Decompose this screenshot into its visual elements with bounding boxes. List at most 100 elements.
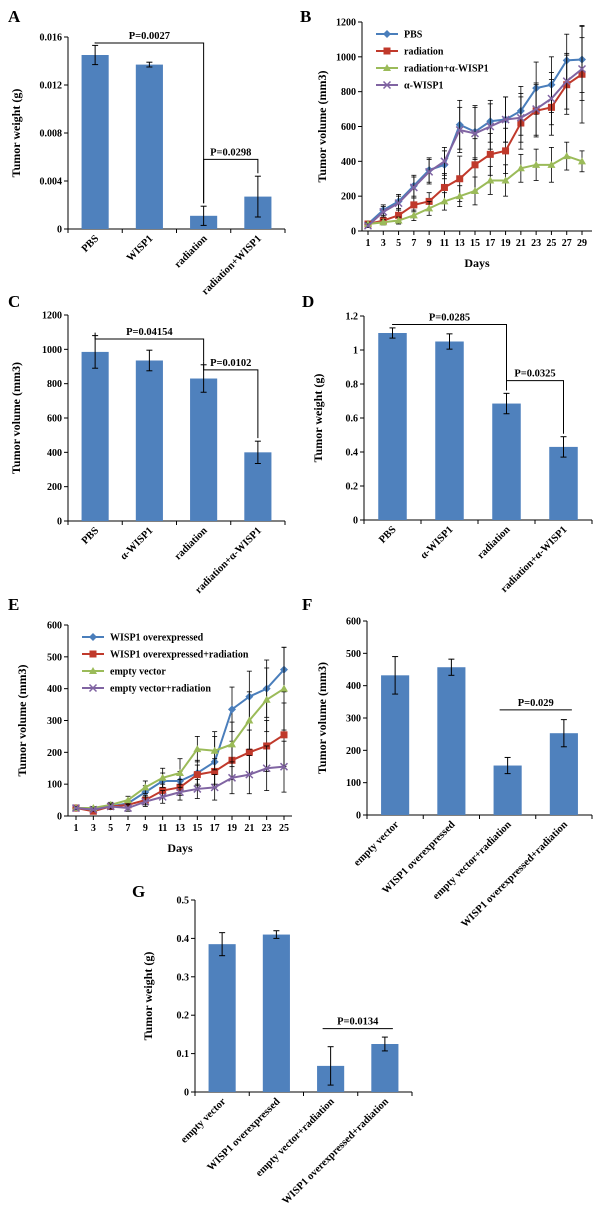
marker-triangle — [379, 218, 388, 226]
marker-triangle — [245, 716, 254, 724]
p-value-label: P=0.029 — [518, 698, 554, 709]
y-tick-label: 1.2 — [346, 312, 359, 323]
marker-diamond — [228, 705, 236, 714]
marker-square — [193, 771, 201, 779]
marker-triangle — [280, 684, 288, 692]
y-tick-label: 400 — [346, 681, 361, 692]
y-axis-label: Tumor volume (mm3) — [9, 362, 23, 474]
significance-bracket — [203, 158, 259, 204]
y-tick-label: 0.016 — [40, 33, 63, 44]
bar — [437, 667, 466, 815]
marker-x — [382, 80, 392, 90]
marker-square — [456, 175, 464, 183]
marker-square — [383, 47, 391, 55]
panel-letter: A — [8, 7, 21, 26]
x-tick-label: 19 — [227, 823, 237, 834]
y-tick-label: 0.1 — [177, 1049, 190, 1060]
marker-x — [455, 125, 464, 135]
marker-square — [245, 748, 253, 756]
panel-a: 0 0.004 0.008 0.012 0.016 Tumor weight (g) A PB… — [8, 7, 286, 297]
marker-x — [440, 157, 449, 166]
y-tick-label: 300 — [47, 716, 62, 727]
significance-bracket — [506, 380, 564, 434]
marker-x — [486, 122, 495, 131]
x-category-label: α-WISP1 — [118, 525, 155, 562]
y-tick-label: 0.6 — [346, 414, 359, 425]
x-category-label: radiation — [476, 524, 513, 561]
x-tick-label: 21 — [244, 823, 254, 834]
y-tick-label: 0.004 — [40, 177, 63, 188]
x-tick-label: 27 — [562, 238, 572, 249]
p-value-label: P=0.0027 — [129, 31, 170, 42]
legend-entry: WISP1 overexpressed — [110, 633, 204, 644]
x-tick-label: 15 — [192, 823, 202, 834]
y-tick-label: 400 — [47, 448, 62, 459]
marker-triangle — [228, 740, 236, 748]
y-tick-label: 400 — [47, 684, 62, 695]
panel-c: 0 200 400 600 800 1000 1200 Tumor volume (mm3) C… — [8, 292, 286, 596]
panel-letter: D — [302, 292, 314, 311]
x-tick-label: 17 — [485, 238, 495, 249]
marker-diamond — [383, 30, 391, 38]
marker-triangle — [383, 64, 391, 71]
y-tick-label: 800 — [47, 379, 62, 390]
x-tick-label: 23 — [262, 823, 272, 834]
marker-x — [245, 770, 254, 779]
bar — [378, 333, 407, 520]
y-tick-label: 500 — [346, 649, 361, 660]
bar — [208, 944, 236, 1092]
marker-triangle — [210, 746, 219, 754]
x-tick-label: 7 — [411, 238, 416, 249]
x-tick-label: 11 — [440, 238, 449, 249]
y-tick-label: 200 — [346, 746, 361, 757]
y-tick-label: 400 — [341, 157, 356, 168]
y-tick-label: 200 — [47, 748, 62, 759]
bar — [549, 446, 578, 520]
bar — [135, 64, 163, 229]
y-axis-label: Tumor volume (mm3) — [315, 71, 329, 183]
y-tick-label: 1000 — [42, 345, 62, 356]
marker-x — [71, 804, 81, 813]
marker-square — [410, 201, 418, 209]
y-tick-label: 0 — [57, 225, 62, 236]
marker-square — [471, 161, 479, 169]
marker-x — [516, 113, 525, 122]
marker-square — [440, 183, 448, 191]
marker-triangle — [193, 745, 202, 753]
x-tick-label: 21 — [516, 238, 526, 249]
marker-square — [211, 767, 219, 775]
marker-triangle — [124, 796, 132, 804]
marker-triangle — [578, 157, 586, 165]
y-tick-label: 1 — [353, 346, 358, 357]
panel-letter: G — [132, 882, 145, 901]
y-tick-label: 0.4 — [346, 448, 359, 459]
x-category-label: radiation+WISP1 — [200, 233, 264, 297]
marker-x — [88, 683, 98, 693]
x-tick-label: 17 — [210, 823, 220, 834]
x-category-label: empty vector — [179, 1096, 228, 1145]
y-axis-label: Tumor volume (mm3) — [15, 665, 29, 777]
y-tick-label: 600 — [47, 414, 62, 425]
legend-entry: PBS — [404, 30, 423, 41]
y-tick-label: 0 — [351, 227, 356, 238]
significance-bracket — [392, 324, 507, 391]
marker-triangle — [176, 769, 184, 777]
y-tick-label: 0.2 — [346, 482, 359, 493]
bar — [381, 675, 410, 815]
x-category-label: WISP1 overexpressed+radiation — [280, 1096, 391, 1207]
panel-d: 0 0.2 0.4 0.6 0.8 1 1.2 Tumor weight (g) D PBS α-W… — [302, 292, 593, 595]
marker-x — [547, 94, 556, 103]
y-tick-label: 0.5 — [177, 896, 190, 907]
marker-x — [141, 797, 150, 806]
marker-triangle — [141, 783, 150, 791]
significance-bracket — [94, 42, 205, 204]
x-category-label: radiation — [173, 525, 210, 562]
y-tick-label: 0 — [184, 1088, 189, 1099]
marker-triangle — [158, 773, 167, 781]
panel-f: 0 100 200 300 400 500 600 Tumor volume (mm3) Fem… — [302, 595, 593, 930]
legend-entry: empty vector — [110, 667, 166, 678]
marker-x — [106, 802, 115, 811]
bar — [435, 341, 464, 520]
